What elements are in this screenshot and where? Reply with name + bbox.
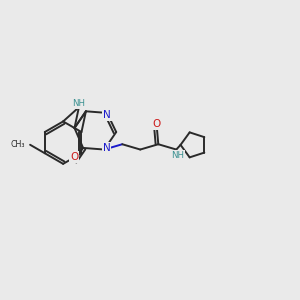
Text: N: N — [103, 143, 110, 153]
Text: N: N — [103, 110, 111, 120]
Text: O: O — [153, 119, 161, 129]
Text: O: O — [70, 152, 78, 162]
Text: CH₃: CH₃ — [10, 140, 25, 149]
Text: NH: NH — [171, 151, 184, 160]
Text: NH: NH — [72, 99, 85, 108]
